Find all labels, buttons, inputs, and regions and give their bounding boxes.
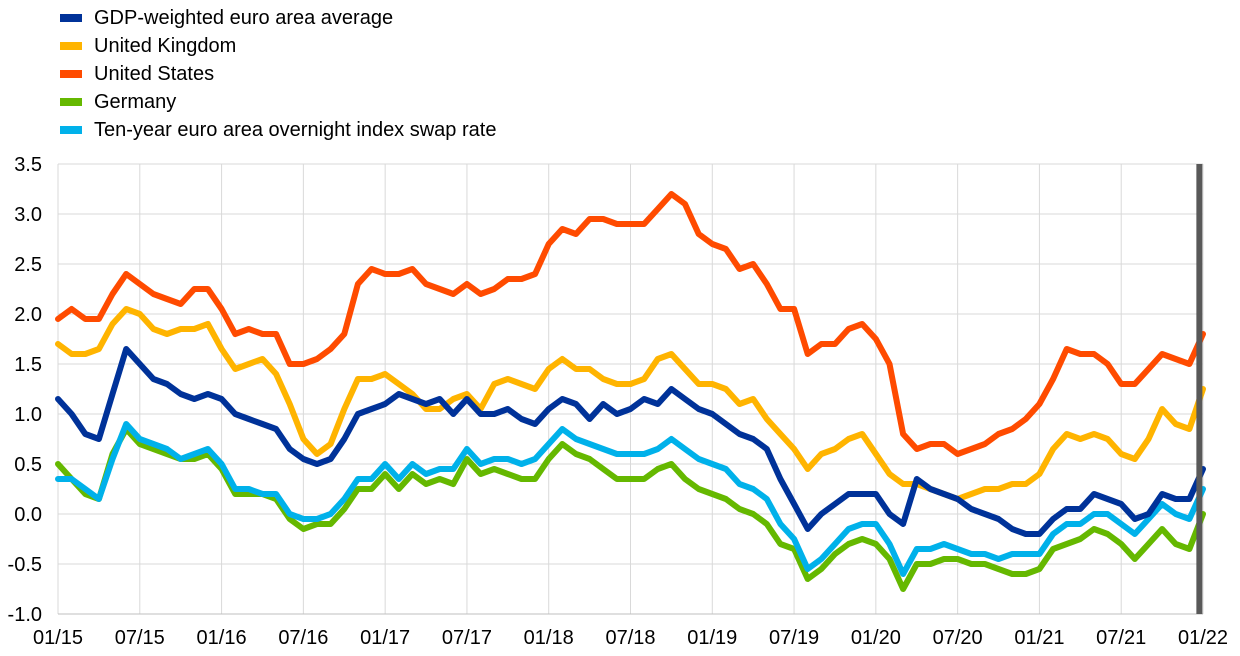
y-tick-label: 3.5 <box>14 154 42 176</box>
legend-swatch-us <box>60 70 82 78</box>
legend-swatch-uk <box>60 42 82 50</box>
x-tick-label: 01/21 <box>1014 627 1064 649</box>
x-tick-label: 07/19 <box>769 627 819 649</box>
series-line-1 <box>55 306 1206 502</box>
series-line-4 <box>55 421 1206 577</box>
series-lines <box>55 191 1206 592</box>
x-axis-labels: 01/15 07/15 01/16 07/16 01/17 07/17 01/18 07/18… <box>33 627 1228 649</box>
series-line-3 <box>55 426 1206 592</box>
x-tick-label: 07/17 <box>442 627 492 649</box>
y-tick-label: -1.0 <box>8 604 42 626</box>
x-tick-label: 01/16 <box>197 627 247 649</box>
y-tick-label: -0.5 <box>8 554 42 576</box>
y-tick-label: 1.5 <box>14 354 42 376</box>
y-tick-label: 3.0 <box>14 204 42 226</box>
legend-swatch-euro-area <box>60 14 82 22</box>
legend-swatch-ois <box>60 126 82 134</box>
x-tick-label: 07/16 <box>278 627 328 649</box>
x-tick-label: 07/20 <box>933 627 983 649</box>
x-tick-label: 01/22 <box>1178 627 1228 649</box>
legend-item-uk: United Kingdom <box>60 32 496 60</box>
x-tick-label: 01/20 <box>851 627 901 649</box>
x-tick-label: 07/18 <box>605 627 655 649</box>
x-tick-label: 01/18 <box>524 627 574 649</box>
x-tick-label: 07/15 <box>115 627 165 649</box>
y-tick-label: 2.0 <box>14 304 42 326</box>
y-tick-label: 1.0 <box>14 404 42 426</box>
legend-item-ois: Ten-year euro area overnight index swap … <box>60 116 496 144</box>
y-tick-label: 2.5 <box>14 254 42 276</box>
legend-label-euro-area: GDP-weighted euro area average <box>94 6 394 29</box>
chart-legend: GDP-weighted euro area average United Ki… <box>60 4 496 144</box>
legend-label-uk: United Kingdom <box>94 34 237 57</box>
legend-item-euro-area: GDP-weighted euro area average <box>60 4 496 32</box>
legend-label-germany: Germany <box>94 90 177 113</box>
legend-label-us: United States <box>94 62 215 85</box>
series-line-2 <box>55 191 1206 457</box>
y-tick-label: 0.0 <box>14 504 42 526</box>
legend-item-germany: Germany <box>60 88 496 116</box>
legend-item-us: United States <box>60 60 496 88</box>
series-line-0 <box>55 346 1206 537</box>
grid-lines <box>57 163 1204 615</box>
y-axis-labels: 3.5 3.0 2.5 2.0 1.5 1.0 0.5 0.0 -0.5 -1.0 <box>8 154 42 626</box>
x-tick-label: 01/15 <box>33 627 83 649</box>
x-tick-label: 07/21 <box>1096 627 1146 649</box>
y-tick-label: 0.5 <box>14 454 42 476</box>
x-tick-label: 01/19 <box>687 627 737 649</box>
legend-swatch-germany <box>60 98 82 106</box>
x-tick-label: 01/17 <box>360 627 410 649</box>
legend-label-ois: Ten-year euro area overnight index swap … <box>94 118 497 141</box>
